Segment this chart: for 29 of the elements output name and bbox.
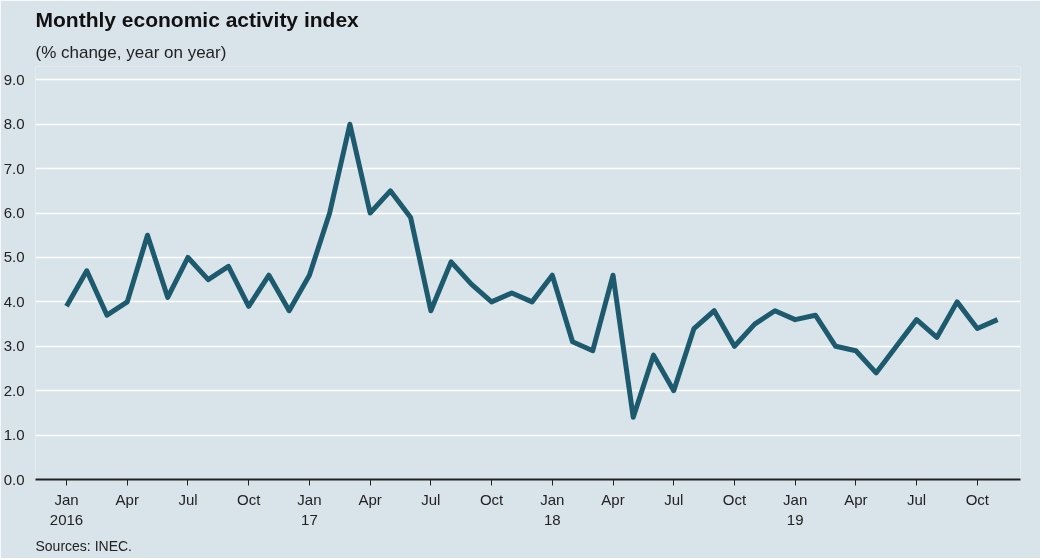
y-tick-label: 0.0 <box>3 470 25 488</box>
x-tick-label: Jul <box>178 490 198 508</box>
x-tick-label: Apr <box>115 490 139 508</box>
x-tick-label: Oct <box>237 490 262 508</box>
y-tick-label: 1.0 <box>3 426 25 444</box>
y-tick-label: 9.0 <box>3 70 25 88</box>
x-tick-label: Jan 19 <box>783 490 808 528</box>
chart-title: Monthly economic activity index <box>35 7 360 31</box>
x-tick-label: Jul <box>421 490 441 508</box>
x-tick-label: Apr <box>844 490 868 508</box>
x-tick-label: Oct <box>479 490 505 508</box>
y-tick-label: 2.0 <box>3 381 25 399</box>
y-tick-label: 7.0 <box>3 159 25 177</box>
x-tick-label: Jul <box>664 490 684 508</box>
x-tick-label: Jan 2016 <box>49 490 84 528</box>
chart-subtitle: (% change, year on year) <box>35 42 227 62</box>
y-tick-label: 4.0 <box>3 292 25 310</box>
x-tick-label: Apr <box>358 490 382 508</box>
x-tick-label: Oct <box>965 490 990 508</box>
y-tick-label: 3.0 <box>3 337 25 355</box>
y-tick-label: 8.0 <box>3 115 25 133</box>
x-tick-label: Oct <box>722 490 747 508</box>
x-tick-label: Jan 17 <box>297 490 322 528</box>
x-tick-label: Apr <box>601 490 625 508</box>
y-tick-label: 5.0 <box>3 248 25 266</box>
source-note: Sources: INEC. <box>35 537 132 554</box>
y-tick-label: 6.0 <box>3 204 25 222</box>
x-tick-label: Jul <box>907 490 927 508</box>
x-tick-label: Jan 18 <box>540 490 565 528</box>
